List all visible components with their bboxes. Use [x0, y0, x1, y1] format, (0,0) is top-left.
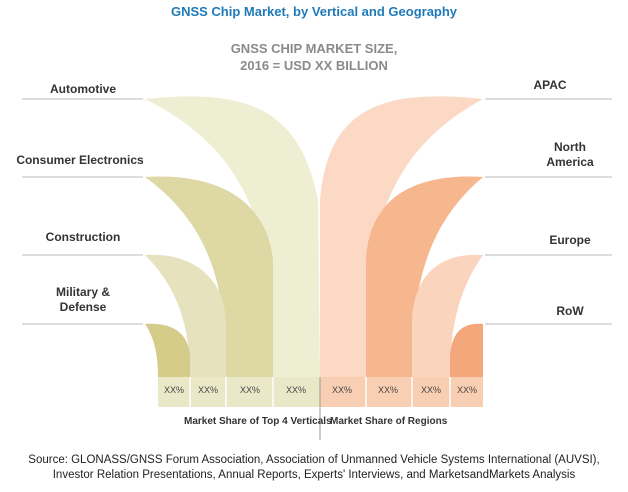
- vertical-shape-military-defense: [145, 323, 190, 377]
- region-shape-row: [450, 323, 483, 377]
- vertical-shape-consumer-electronics: [145, 176, 273, 377]
- vertical-label-automotive: Automotive: [50, 82, 116, 96]
- region-label-row: RoW: [556, 304, 584, 318]
- vertical-share-military-defense: XX%: [163, 385, 184, 395]
- region-label-apac: APAC: [533, 78, 567, 92]
- vertical-share-automotive: XX%: [285, 385, 306, 395]
- source-note: Source: GLONASS/GNSS Forum Association, …: [0, 453, 628, 483]
- regions-share-band: [320, 377, 483, 407]
- market-size-subtitle: GNSS CHIP MARKET SIZE, 2016 = USD XX BIL…: [214, 40, 414, 74]
- vertical-label-construction: Construction: [45, 230, 121, 244]
- region-shape-europe: [412, 254, 483, 377]
- verticals-share-band: [158, 377, 320, 407]
- region-share-north-america: XX%: [377, 385, 398, 395]
- label-underlines: [22, 98, 612, 325]
- vertical-share-consumer-electronics: XX%: [239, 385, 260, 395]
- vertical-shape-construction: [145, 254, 226, 377]
- vertical-label-consumer-electronics: Consumer Electronics: [16, 153, 144, 167]
- source-line-2: Investor Relation Presentations, Annual …: [52, 469, 576, 481]
- verticals-axis-label: Market Share of Top 4 Verticals: [184, 416, 332, 427]
- page-title: GNSS Chip Market, by Vertical and Geogra…: [170, 4, 458, 19]
- subtitle-line-2: 2016 = USD XX BILLION: [240, 58, 388, 73]
- region-shape-apac: [320, 96, 483, 378]
- vertical-share-construction: XX%: [197, 385, 218, 395]
- share-band-dividers: [189, 377, 451, 407]
- subtitle-line-1: GNSS CHIP MARKET SIZE,: [230, 41, 398, 56]
- vertical-shape-automotive: [145, 96, 320, 378]
- region-share-row: XX%: [456, 385, 477, 395]
- source-line-1: Source: GLONASS/GNSS Forum Association, …: [28, 454, 600, 466]
- regions-axis-label: Market Share of Regions: [330, 416, 448, 427]
- region-shape-north-america: [366, 176, 483, 377]
- region-share-apac: XX%: [331, 385, 352, 395]
- region-label-north-america: North America: [546, 140, 594, 169]
- region-share-europe: XX%: [420, 385, 441, 395]
- vertical-label-military-defense: Military & Defense: [55, 285, 110, 314]
- region-label-europe: Europe: [549, 233, 591, 247]
